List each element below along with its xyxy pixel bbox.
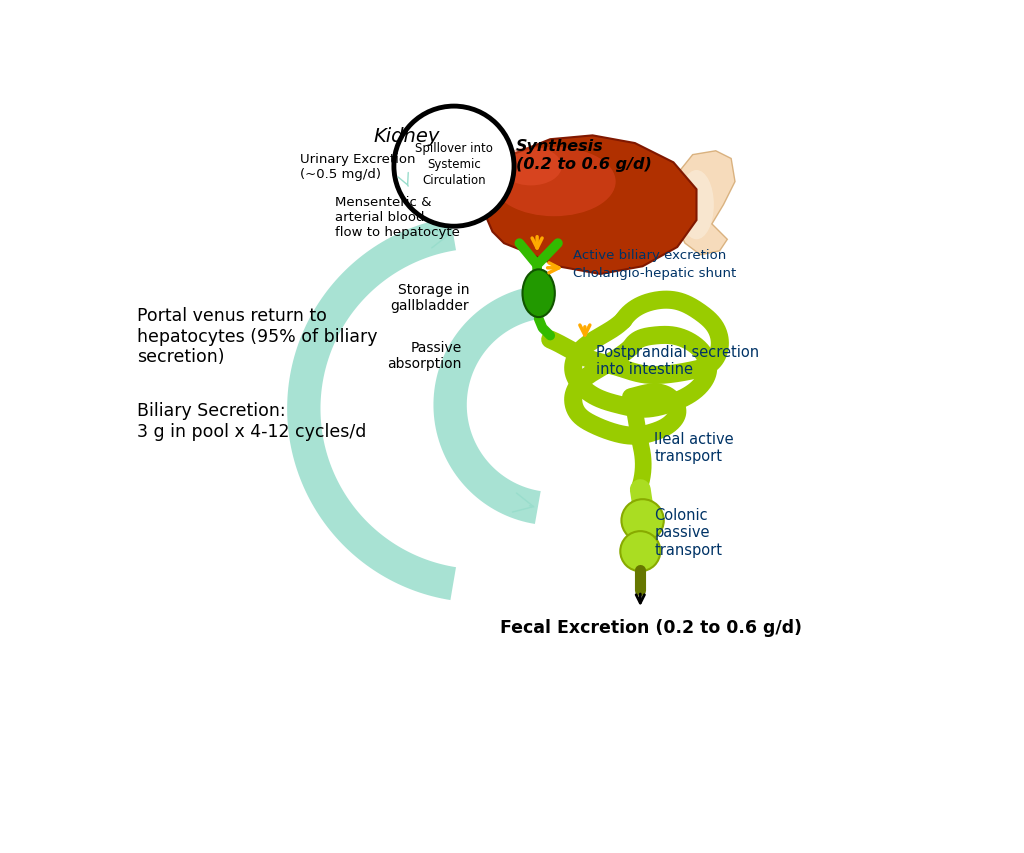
Text: Portal venus return to
hepatocytes (95% of biliary
secretion): Portal venus return to hepatocytes (95% … [137, 306, 377, 366]
Ellipse shape [493, 148, 615, 217]
Text: Fecal Excretion (0.2 to 0.6 g/d): Fecal Excretion (0.2 to 0.6 g/d) [500, 618, 802, 635]
Text: Biliary Secretion:
3 g in pool x 4-12 cycles/d: Biliary Secretion: 3 g in pool x 4-12 cy… [137, 402, 367, 440]
Ellipse shape [621, 531, 660, 572]
Ellipse shape [500, 148, 562, 186]
Text: Mensenteric &
arterial blood
flow to hepatocyte: Mensenteric & arterial blood flow to hep… [335, 195, 460, 239]
Circle shape [394, 107, 514, 227]
Text: Kidney: Kidney [373, 127, 439, 146]
Text: Urinary Excretion
(~0.5 mg/d): Urinary Excretion (~0.5 mg/d) [300, 153, 416, 181]
Polygon shape [670, 152, 735, 255]
Text: Cholangio-hepatic shunt: Cholangio-hepatic shunt [573, 267, 736, 280]
Ellipse shape [522, 270, 555, 317]
Ellipse shape [679, 171, 714, 240]
Text: Spillover into
Systemic
Circulation: Spillover into Systemic Circulation [415, 142, 493, 186]
Text: Active biliary excretion: Active biliary excretion [573, 249, 727, 262]
Text: Synthesis
(0.2 to 0.6 g/d): Synthesis (0.2 to 0.6 g/d) [515, 139, 651, 171]
Text: Storage in
gallbladder: Storage in gallbladder [391, 282, 469, 313]
Polygon shape [481, 136, 696, 275]
Text: Ileal active
transport: Ileal active transport [654, 432, 734, 464]
Ellipse shape [622, 500, 664, 542]
Text: Postprandial secretion
into intestine: Postprandial secretion into intestine [596, 345, 760, 377]
Text: Passive
absorption: Passive absorption [387, 340, 462, 370]
Text: Colonic
passive
transport: Colonic passive transport [654, 508, 722, 557]
